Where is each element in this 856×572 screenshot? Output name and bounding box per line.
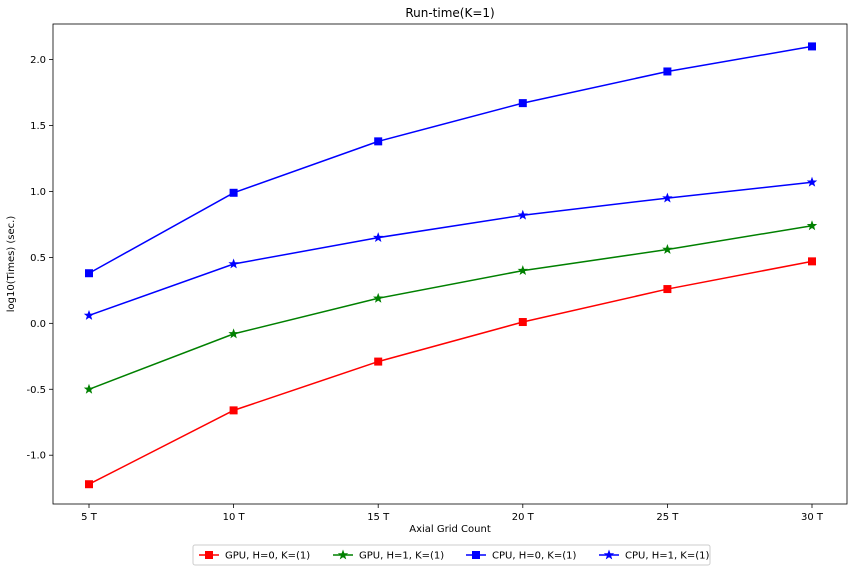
legend-marker xyxy=(472,551,480,559)
series-3-point xyxy=(518,99,527,108)
legend-marker xyxy=(603,549,615,560)
series-1-point xyxy=(85,480,93,489)
legend-label: CPU, H=1, K=(1) xyxy=(625,551,710,562)
series-4-point xyxy=(662,192,673,203)
y-tick-label: 0.0 xyxy=(30,319,46,330)
legend-box xyxy=(192,544,711,566)
legend-label: CPU, H=0, K=(1) xyxy=(492,551,577,562)
series-4-point xyxy=(806,176,818,187)
x-tick-label: 25 T xyxy=(656,512,679,523)
series-1-point xyxy=(663,285,672,294)
y-tick-label: 2.0 xyxy=(30,55,46,66)
series-1-point xyxy=(808,257,816,266)
series-1-point xyxy=(518,318,527,327)
series-2-point xyxy=(806,220,818,231)
series-4-point xyxy=(83,309,95,320)
series-4-point xyxy=(372,232,384,243)
x-axis-label: Axial Grid Count xyxy=(409,524,491,535)
series-1-point xyxy=(374,357,383,366)
series-line-2 xyxy=(88,225,813,390)
series-4-point xyxy=(517,209,528,220)
series-3-point xyxy=(229,188,238,197)
plot-frame xyxy=(52,23,848,505)
y-tick-label: 0.5 xyxy=(30,253,46,264)
series-3-point xyxy=(808,42,816,51)
series-3-point xyxy=(85,269,93,278)
series-3-point xyxy=(663,67,672,76)
x-tick-label: 15 T xyxy=(367,512,390,523)
series-3-point xyxy=(374,137,383,146)
series-2-point xyxy=(662,244,673,254)
y-tick-label: 1.5 xyxy=(30,121,46,132)
y-tick-label: -1.0 xyxy=(26,451,46,462)
chart-title: Run-time(K=1) xyxy=(405,6,494,20)
series-line-3 xyxy=(88,45,813,274)
series-line-4 xyxy=(88,181,813,317)
x-tick-label: 10 T xyxy=(223,512,246,523)
series-1-point xyxy=(229,406,238,415)
y-tick-label: -0.5 xyxy=(26,385,46,396)
series-2-point xyxy=(372,292,384,303)
series-2-point xyxy=(517,265,529,276)
plot-area: 5 T 10 T 15 T 20 T 25 T 30 T -1.0 -0.5 0.0 0.5 1.0… xyxy=(26,23,848,523)
series-line-1 xyxy=(88,260,813,485)
legend-label: GPU, H=1, K=(1) xyxy=(359,551,444,562)
series-4-point xyxy=(228,258,239,269)
legend: GPU, H=0, K=(1) GPU, H=1, K=(1) CPU, H=0, … xyxy=(192,544,711,566)
y-axis-label: log10(Times) (sec.) xyxy=(6,216,17,313)
x-tick-label: 5 T xyxy=(81,512,98,523)
legend-label: GPU, H=0, K=(1) xyxy=(225,551,310,562)
series-2-point xyxy=(228,328,239,339)
y-tick-label: 1.0 xyxy=(30,187,46,198)
legend-marker xyxy=(337,549,349,560)
x-tick-label: 20 T xyxy=(512,512,535,523)
legend-marker xyxy=(205,551,213,559)
x-tick-label: 30 T xyxy=(801,512,824,523)
series-2-point xyxy=(83,383,95,394)
